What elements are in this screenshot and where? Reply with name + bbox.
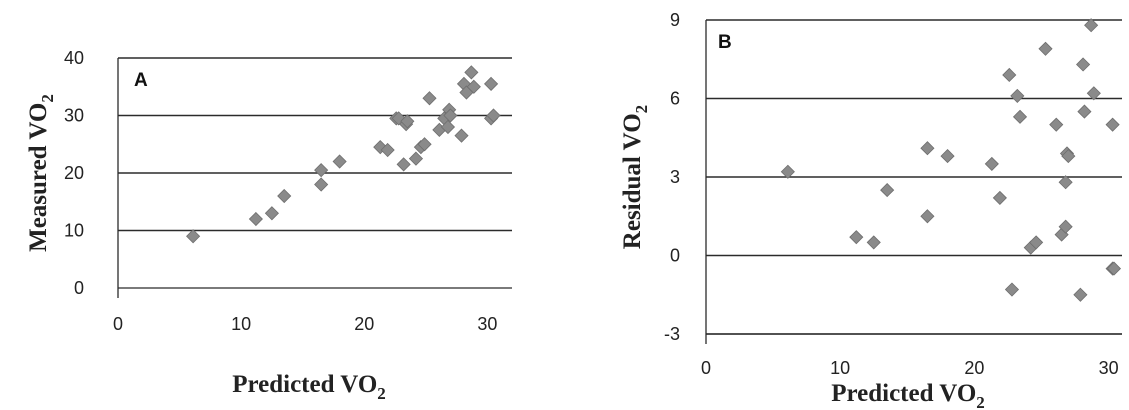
y-tick-label: -3 [664,324,680,344]
data-point [1058,175,1073,190]
data-point [466,79,481,94]
data-point [248,211,263,227]
data-point [486,108,501,123]
data-point [408,151,424,166]
y-tick-label: 9 [670,10,680,30]
y-tick-label: 10 [64,221,84,241]
data-point [880,183,895,198]
data-point [1073,287,1088,302]
data-point [400,114,415,129]
data-point [380,142,395,158]
data-point [1061,149,1076,164]
panel-label: B [718,32,732,53]
y-axis-title: Residual VO2 [619,105,651,249]
data-point [1076,57,1091,72]
data-point [264,206,279,221]
data-point [277,188,292,204]
data-point [314,163,329,178]
data-point [1105,117,1120,132]
data-point [443,108,458,123]
y-tick-label: 3 [670,167,680,187]
data-point [1010,88,1025,103]
x-axis-title: Predicted VO2 [831,380,985,410]
data-point [920,209,935,224]
data-point [1004,282,1020,297]
y-tick-label: 6 [670,89,680,109]
data-point [1106,261,1122,276]
data-point [417,137,432,152]
x-tick-label: 10 [231,314,251,334]
data-point [1058,219,1073,234]
x-tick-label: 20 [354,314,374,334]
x-tick-label: 0 [701,358,711,378]
data-point [422,91,437,106]
data-point [780,164,795,179]
panel-a-measured-vs-predicted: 0 10 20 30 40 0 10 20 30 A Predicted VO2 Measured V… [25,48,512,403]
data-point [992,190,1007,205]
data-point [1002,67,1017,83]
data-point [849,230,864,245]
x-tick-label: 20 [964,358,984,378]
panel-b-residual-vs-predicted: -3 0 3 6 9 0 10 20 30 B Predicted VO2 Residual VO2 [619,10,1122,410]
data-point [940,149,955,164]
data-point [866,235,881,250]
data-point [1038,41,1053,56]
data-point [1086,86,1101,101]
y-tick-label: 30 [64,106,84,126]
x-tick-label: 30 [1099,358,1119,378]
data-point [440,119,456,135]
y-tick-label: 20 [64,163,84,183]
x-tick-label: 0 [113,314,123,334]
y-tick-label: 0 [670,246,680,266]
data-point [464,65,479,80]
data-point [1029,235,1044,250]
y-tick-label: 40 [64,48,84,68]
y-tick-label: 0 [74,278,84,298]
data-point [314,177,329,192]
x-tick-label: 10 [830,358,850,378]
data-point [984,156,999,171]
data-point [484,76,499,91]
data-point [396,157,411,172]
x-axis-title: Predicted VO2 [232,371,386,403]
data-point [332,154,347,169]
data-point [1077,104,1092,119]
data-point [454,128,469,143]
data-point [1012,109,1028,124]
panel-label: A [134,70,148,91]
x-tick-label: 30 [477,314,497,334]
data-point [1049,117,1064,132]
data-point [1084,18,1099,33]
data-point [920,141,935,156]
data-point [186,229,201,244]
y-axis-title: Measured VO2 [25,94,57,252]
